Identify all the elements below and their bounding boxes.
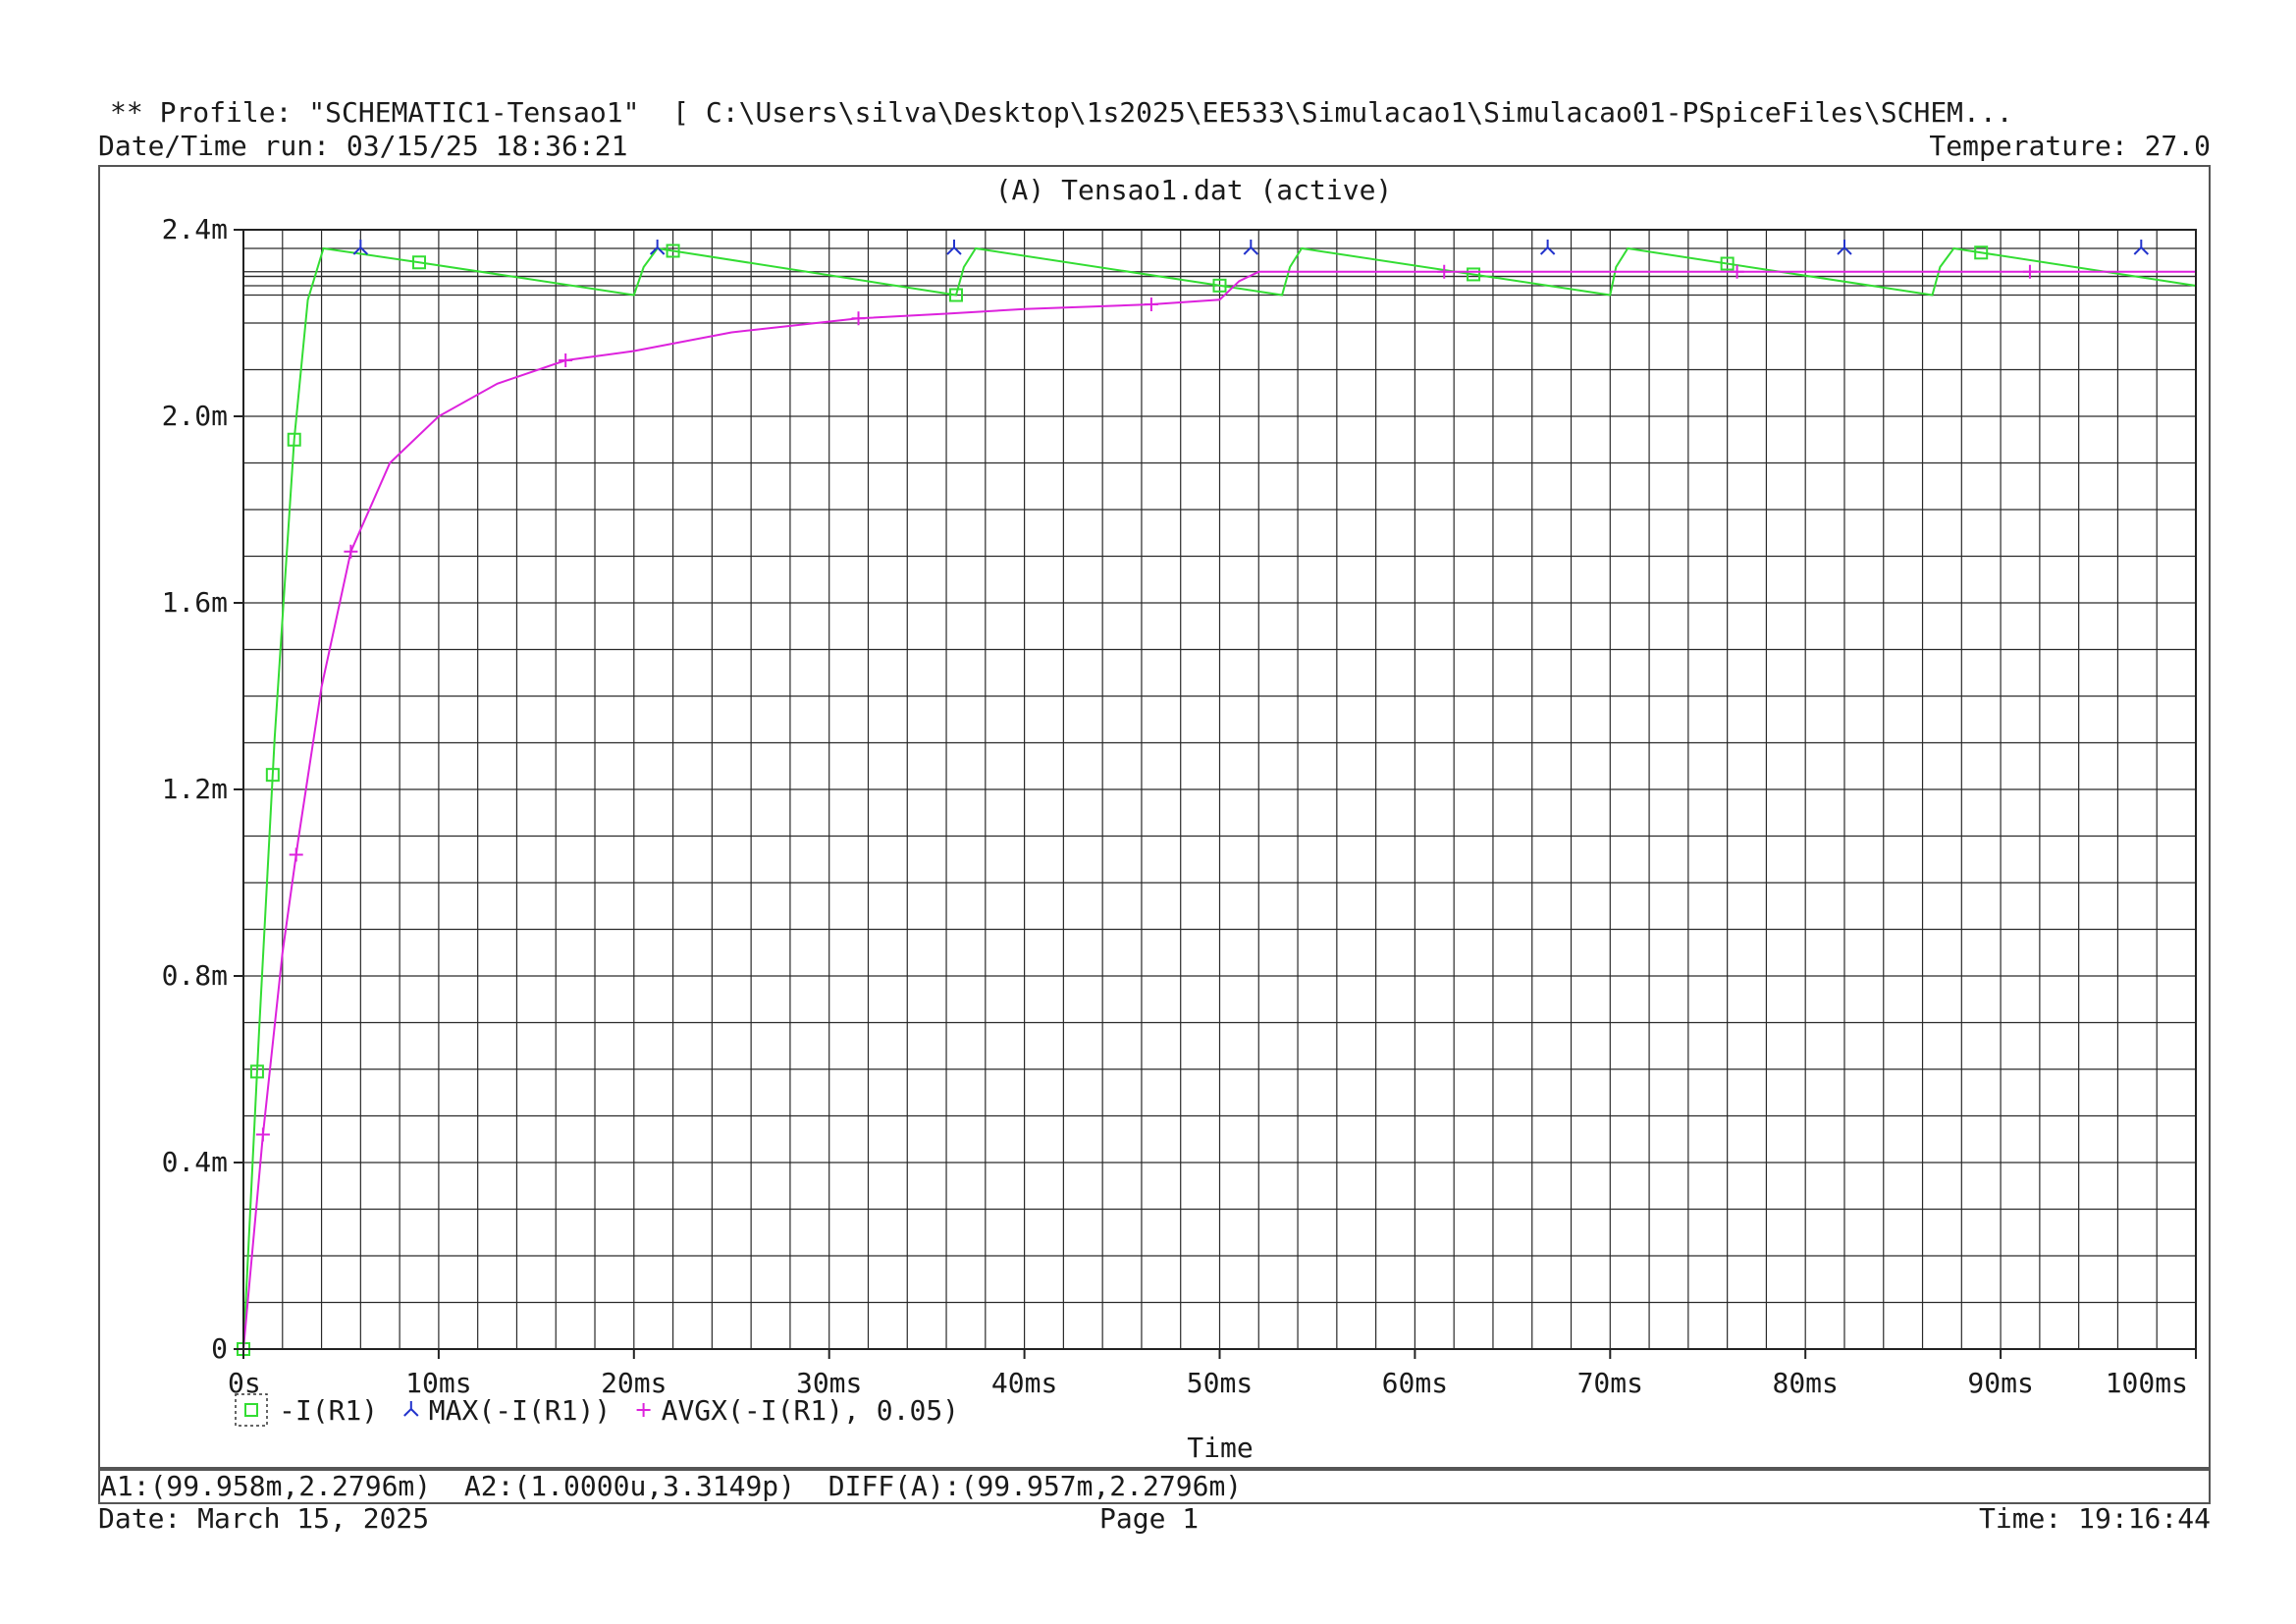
x-tick-label: 80ms bbox=[1772, 1367, 1838, 1399]
data-point-max bbox=[1837, 240, 1852, 255]
data-point-square bbox=[1974, 245, 1989, 260]
legend-item: MAX(-I(R1)) bbox=[403, 1394, 611, 1427]
legend-selection-box bbox=[235, 1393, 268, 1427]
temperature: Temperature: 27.0 bbox=[1929, 130, 2211, 162]
data-point-plus bbox=[289, 847, 303, 862]
data-point-max bbox=[649, 240, 666, 255]
cursor-frame bbox=[98, 1469, 2211, 1504]
series-layer bbox=[237, 240, 2197, 1356]
data-point-plus bbox=[2022, 264, 2037, 279]
data-point-square bbox=[1212, 278, 1227, 293]
data-point-square bbox=[412, 255, 427, 270]
data-point-square bbox=[287, 432, 301, 447]
data-point-plus bbox=[255, 1127, 270, 1142]
x-tick-label: 20ms bbox=[601, 1367, 667, 1399]
data-point-plus bbox=[636, 1403, 651, 1417]
y-tick-label: 2.4m bbox=[162, 213, 228, 245]
data-point-max bbox=[1539, 240, 1556, 255]
footer-date: Date: March 15, 2025 bbox=[98, 1502, 430, 1535]
data-point-plus bbox=[559, 353, 573, 367]
data-point-square bbox=[249, 1064, 264, 1079]
legend: -I(R1) MAX(-I(R1)) AVGX(-I(R1), 0.05) bbox=[235, 1393, 959, 1427]
footer-page: Page 1 bbox=[1099, 1502, 1200, 1535]
y-tick-label: 0.4m bbox=[162, 1146, 228, 1178]
data-point-max bbox=[2133, 240, 2150, 255]
data-point-square bbox=[244, 1403, 258, 1417]
y-tick-label: 0 bbox=[211, 1332, 228, 1365]
cursor-readout: A1:(99.958m,2.2796m) A2:(1.0000u,3.3149p… bbox=[100, 1470, 1243, 1502]
data-point-plus bbox=[1730, 264, 1744, 279]
x-axis-label: Time bbox=[1187, 1432, 1253, 1464]
x-tick-label: 60ms bbox=[1382, 1367, 1448, 1399]
x-tick-label: 50ms bbox=[1187, 1367, 1253, 1399]
x-tick-label: 70ms bbox=[1577, 1367, 1643, 1399]
data-point-square bbox=[948, 288, 963, 302]
data-point-plus bbox=[1144, 298, 1158, 311]
x-tick-label: 10ms bbox=[405, 1367, 471, 1399]
data-point-max bbox=[1243, 240, 1259, 255]
data-point-max bbox=[352, 240, 369, 255]
data-point-square bbox=[1720, 256, 1735, 271]
data-point-square bbox=[265, 768, 280, 783]
grid bbox=[242, 229, 2197, 1350]
footer-time: Time: 19:16:44 bbox=[1978, 1502, 2211, 1535]
series-line bbox=[242, 246, 2197, 1350]
y-tick-label: 1.2m bbox=[162, 773, 228, 805]
y-tick-label: 1.6m bbox=[162, 586, 228, 619]
x-tick-label: 100ms bbox=[2106, 1367, 2188, 1399]
series-line bbox=[242, 270, 2196, 1350]
data-point-max bbox=[403, 1401, 419, 1417]
profile-line: ** Profile: "SCHEMATIC1-Tensao1" [ C:\Us… bbox=[110, 96, 2013, 129]
data-point-square bbox=[1467, 267, 1481, 282]
y-tick-label: 0.8m bbox=[162, 959, 228, 992]
series-3 bbox=[242, 264, 2196, 1350]
x-tick-label: 90ms bbox=[1967, 1367, 2033, 1399]
x-tick-label: 30ms bbox=[796, 1367, 862, 1399]
legend-label: MAX(-I(R1)) bbox=[429, 1394, 611, 1427]
data-point-plus bbox=[344, 544, 358, 559]
data-point-plus bbox=[1437, 264, 1452, 279]
data-point-max bbox=[946, 240, 962, 255]
y-tick-label: 2.0m bbox=[162, 400, 228, 432]
legend-label: AVGX(-I(R1), 0.05) bbox=[662, 1394, 959, 1427]
data-point-square bbox=[666, 244, 680, 258]
legend-item: AVGX(-I(R1), 0.05) bbox=[636, 1394, 959, 1427]
data-point-plus bbox=[851, 311, 866, 326]
run-datetime: Date/Time run: 03/15/25 18:36:21 bbox=[98, 130, 628, 162]
series-1 bbox=[237, 244, 2197, 1356]
plot-frame bbox=[98, 165, 2211, 1469]
series-2 bbox=[352, 240, 2150, 255]
plot-title: (A) Tensao1.dat (active) bbox=[995, 174, 1393, 206]
legend-item: -I(R1) bbox=[244, 1394, 378, 1427]
axes: 0s 10ms 20ms 30ms 40ms 50ms 60ms 70ms 80ms 90ms 10… bbox=[162, 213, 2197, 1399]
legend-label: -I(R1) bbox=[279, 1394, 378, 1427]
x-tick-label: 40ms bbox=[991, 1367, 1057, 1399]
